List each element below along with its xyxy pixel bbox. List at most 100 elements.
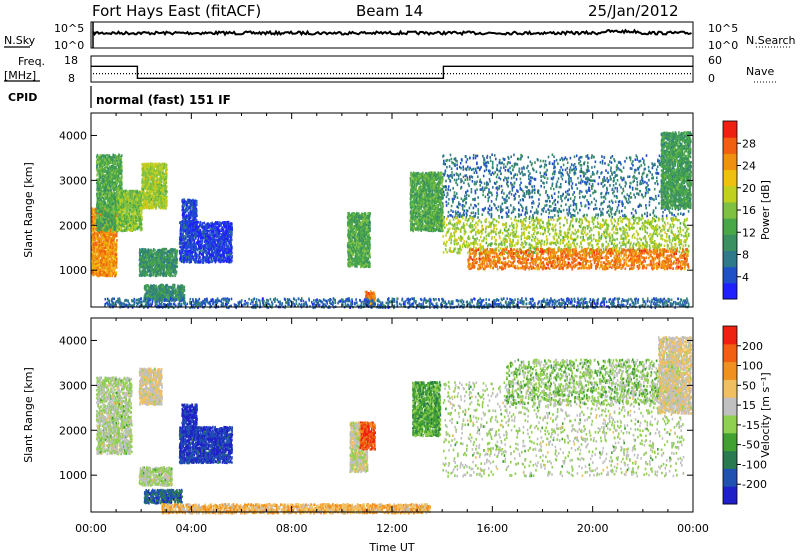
power-axes: 1000 2000 3000 4000 [59, 113, 693, 307]
velocity-ytick: 3000 [59, 379, 87, 392]
power-colorbar-swatch [723, 186, 737, 203]
velocity-colorbar-swatch [723, 486, 737, 504]
freq-label: Freq. [18, 55, 45, 68]
velocity-region-3 [144, 489, 183, 505]
power-scatter [91, 131, 692, 309]
nsearch-label: N.Search [746, 34, 796, 47]
velocity-region-1 [139, 367, 163, 406]
velocity-colorbar-tick: 15 [742, 399, 756, 412]
power-region-7 [179, 221, 233, 264]
velocity-ytick: 2000 [59, 424, 87, 437]
velocity-colorbar-swatch [723, 397, 737, 415]
power-colorbar-tick: 24 [742, 160, 756, 173]
noise-tick-top-right: 10^5 [708, 22, 738, 35]
velocity-region-10 [505, 359, 684, 406]
power-colorbar-swatch [723, 267, 737, 284]
nave-tick-bottom: 0 [708, 72, 715, 85]
power-region-4 [139, 248, 178, 278]
power-colorbar-swatch [723, 234, 737, 251]
velocity-colorbar-swatch [723, 379, 737, 397]
power-colorbar-swatch [723, 153, 737, 170]
velocity-colorbar-tick: -100 [742, 458, 767, 471]
power-colorbar-tick: 28 [742, 137, 756, 150]
power-colorbar-swatch [723, 170, 737, 187]
freq-panel: Freq. [MHz] Nave 18 8 60 0 [4, 54, 776, 85]
power-region-8 [347, 212, 371, 268]
time-axis: 00:00 04:00 08:00 12:00 16:00 20:00 00:00 [75, 522, 709, 535]
power-region-2 [116, 189, 143, 232]
cpid-mode: normal (fast) 151 IF [96, 93, 231, 107]
velocity-region-7 [359, 421, 376, 450]
velocity-colorbar-swatch [723, 415, 737, 433]
power-colorbar-swatch [723, 218, 737, 235]
time-axis-label: Time UT [368, 541, 414, 554]
freq-line [91, 66, 693, 78]
freq-tick-bottom: 8 [68, 72, 75, 85]
velocity-colorbar-tick: 200 [742, 340, 763, 353]
freq-tick-top: 18 [64, 54, 78, 67]
power-ytick: 4000 [59, 129, 87, 142]
station-title: Fort Hays East (fitACF) [92, 2, 261, 20]
velocity-colorbar-swatch [723, 326, 737, 344]
power-colorbar-tick: 20 [742, 182, 756, 195]
time-tick-label: 12:00 [376, 522, 408, 535]
cpid-label: CPID [8, 91, 37, 104]
noise-panel: N.Sky N.Search 10^5 10^0 10^5 10^0 [4, 22, 796, 52]
velocity-colorbar-swatch [723, 362, 737, 380]
velocity-region-11 [658, 336, 692, 415]
time-tick-label: 00:00 [677, 522, 709, 535]
time-tick-label: 16:00 [476, 522, 508, 535]
velocity-colorbar-tick: 50 [742, 379, 756, 392]
power-region-10 [410, 171, 444, 232]
velocity-colorbar-label: Velocity [m s⁻¹] [759, 372, 772, 457]
power-colorbar-label: Power [dB] [759, 180, 772, 240]
noise-trace [93, 22, 692, 48]
velocity-colorbar-tick: 100 [742, 360, 763, 373]
velocity-colorbar-tick: -50 [742, 439, 760, 452]
power-colorbar-swatch [723, 121, 737, 138]
time-tick-label: 20:00 [577, 522, 609, 535]
power-panel: 1000 2000 3000 4000 Slant Range [km] 28 24 20… [22, 113, 772, 309]
velocity-colorbar-swatch [723, 433, 737, 451]
power-ytick: 1000 [59, 264, 87, 277]
time-tick-label: 00:00 [75, 522, 107, 535]
power-colorbar-tick: 4 [742, 271, 749, 284]
velocity-region-8 [412, 381, 441, 437]
velocity-region-5 [179, 426, 233, 465]
power-colorbar-swatch [723, 251, 737, 268]
velocity-colorbar-tick: -200 [742, 478, 767, 491]
velocity-colorbar-tick: -15 [742, 419, 760, 432]
noise-tick-bottom-left: 10^0 [54, 39, 84, 52]
velocity-ylabel: Slant Range [km] [22, 367, 35, 463]
date-label: 25/Jan/2012 [588, 2, 679, 20]
velocity-colorbar-swatch [723, 344, 737, 362]
power-ylabel: Slant Range [km] [22, 162, 35, 258]
power-region-14 [660, 131, 692, 210]
power-ytick: 2000 [59, 219, 87, 232]
velocity-region-12 [162, 503, 431, 515]
velocity-ytick: 1000 [59, 469, 87, 482]
power-ytick: 3000 [59, 174, 87, 187]
freq-unit-label: [MHz] [4, 69, 36, 82]
power-colorbar-swatch [723, 283, 737, 300]
velocity-region-2 [139, 466, 173, 487]
noise-sky-line [93, 30, 692, 34]
nave-label: Nave [746, 65, 774, 78]
time-tick-label: 04:00 [175, 522, 207, 535]
noise-tick-top-left: 10^5 [54, 22, 84, 35]
power-region-11 [442, 153, 689, 219]
velocity-colorbar-swatch [723, 468, 737, 486]
velocity-colorbar-swatch [723, 451, 737, 469]
time-tick-label: 08:00 [276, 522, 308, 535]
velocity-scatter [96, 336, 692, 515]
power-region-13 [467, 248, 689, 271]
power-colorbar-tick: 16 [742, 204, 756, 217]
velocity-region-0 [96, 376, 133, 455]
noise-tick-bottom-right: 10^0 [708, 39, 738, 52]
nsky-label: N.Sky [4, 34, 36, 47]
power-colorbar-tick: 8 [742, 249, 749, 262]
power-colorbar-swatch [723, 202, 737, 219]
